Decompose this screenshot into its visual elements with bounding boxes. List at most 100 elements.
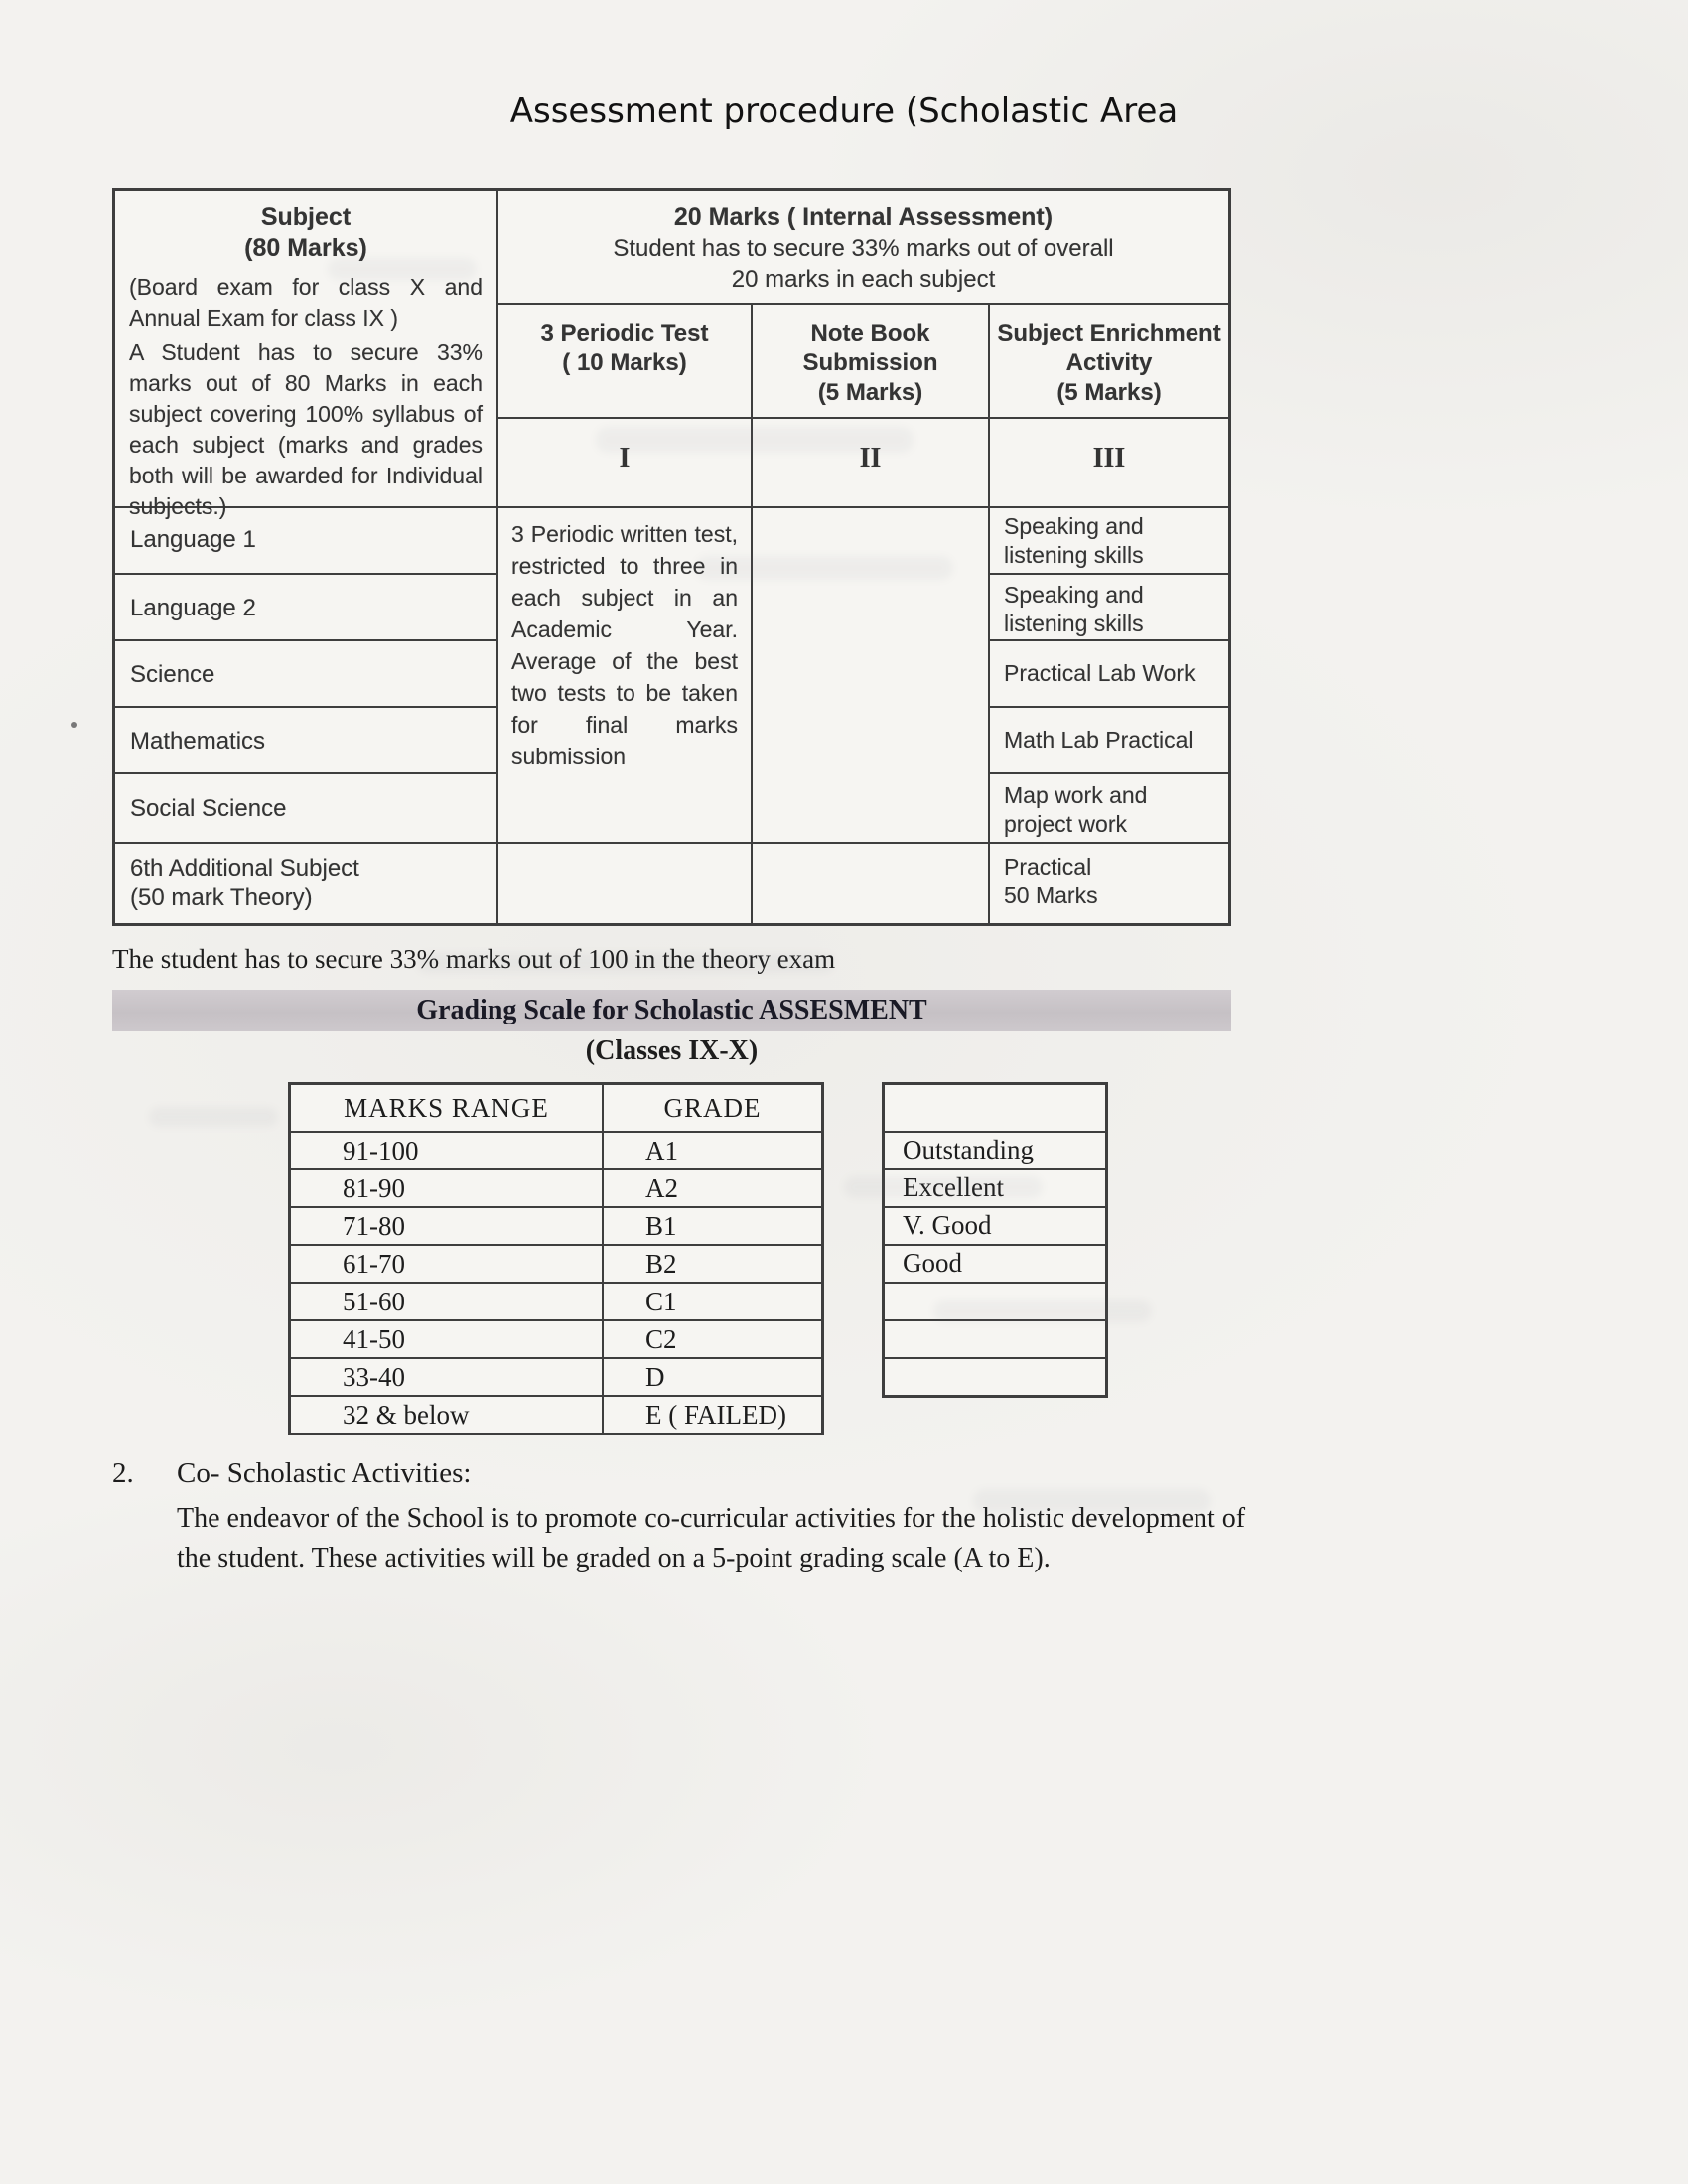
scan-artifact-dot <box>71 722 77 728</box>
remark-cell <box>885 1357 1105 1395</box>
remark-cell: Outstanding <box>885 1131 1105 1168</box>
enrichment-cell-additional: Practical 50 Marks <box>990 842 1228 923</box>
grade-value: B2 <box>645 1249 677 1279</box>
subject-label: Language 1 <box>130 526 256 553</box>
enrichment-line: Speaking and <box>1004 582 1144 608</box>
page-title: Assessment procedure (Scholastic Area <box>509 91 1179 131</box>
marks-range-value: 41-50 <box>291 1321 604 1357</box>
header-line: Submission <box>802 349 938 376</box>
remark-cell <box>885 1319 1105 1357</box>
subject-header-marks: (80 Marks) <box>244 234 367 262</box>
remark-cell <box>885 1282 1105 1319</box>
theory-exam-note: The student has to secure 33% marks out … <box>112 944 836 974</box>
grading-header-row: MARKS RANGE GRADE <box>291 1085 821 1131</box>
enrichment-line: Map work and <box>1004 782 1148 808</box>
header-line: ( 10 Marks) <box>562 349 687 376</box>
co-scholastic-heading: 2. Co- Scholastic Activities: <box>112 1457 471 1490</box>
subject-label: Social Science <box>130 795 287 822</box>
scan-smudge <box>695 556 953 580</box>
grade-value: B1 <box>645 1211 677 1241</box>
periodic-test-column: 3 Periodic written test, restricted to t… <box>498 508 753 923</box>
internal-header-line1: 20 Marks ( Internal Assessment) <box>673 204 1054 231</box>
enrichment-cell-mathematics: Math Lab Practical <box>990 706 1228 772</box>
internal-header-line3: 20 marks in each subject <box>731 266 996 293</box>
enrichment-line: Practical Lab Work <box>1004 660 1196 686</box>
grading-row: 61-70 B2 <box>291 1244 821 1282</box>
subject-cell-science: Science <box>115 639 496 706</box>
scan-smudge <box>933 1300 1152 1322</box>
marks-range-value: 32 & below <box>291 1397 604 1433</box>
section-title: Co- Scholastic Activities: <box>177 1457 472 1489</box>
header-line: 3 Periodic Test <box>540 320 709 346</box>
enrichment-line: listening skills <box>1004 542 1144 568</box>
scan-smudge <box>844 1176 1043 1198</box>
grade-value: E ( FAILED) <box>645 1400 786 1430</box>
internal-assessment-header: 20 Marks ( Internal Assessment) Student … <box>498 191 1228 305</box>
grading-row: 51-60 C1 <box>291 1282 821 1319</box>
marks-range-value: 81-90 <box>291 1170 604 1206</box>
subject-label: Mathematics <box>130 728 266 754</box>
assessment-table: Subject (80 Marks) (Board exam for class… <box>112 188 1231 926</box>
subject-header-title: Subject <box>260 204 352 231</box>
co-scholastic-body: The endeavor of the School is to promote… <box>177 1503 1246 1573</box>
enrichment-line: listening skills <box>1004 611 1144 636</box>
periodic-test-header: 3 Periodic Test ( 10 Marks) <box>498 305 753 417</box>
classes-subtitle: (Classes IX-X) <box>585 1035 759 1066</box>
grading-row: 71-80 B1 <box>291 1206 821 1244</box>
header-line: (5 Marks) <box>1056 379 1162 406</box>
subject-cell-mathematics: Mathematics <box>115 706 496 772</box>
header-line: Activity <box>1065 349 1153 376</box>
grading-scale-banner-title: Grading Scale for Scholastic ASSESMENT <box>416 995 927 1025</box>
subject-label-line2: (50 mark Theory) <box>130 885 313 911</box>
header-line: Note Book <box>810 320 930 346</box>
enrichment-cell-language2: Speaking and listening skills <box>990 573 1228 639</box>
scan-smudge <box>973 1489 1211 1513</box>
grading-row: 32 & below E ( FAILED) <box>291 1395 821 1433</box>
marks-range-value: 33-40 <box>291 1359 604 1395</box>
grading-scale-banner: Grading Scale for Scholastic ASSESMENT <box>112 990 1231 1031</box>
grade-remark-box: Outstanding Excellent V. Good Good <box>882 1082 1108 1398</box>
enrichment-cell-science: Practical Lab Work <box>990 639 1228 706</box>
remark-header-empty <box>885 1085 1105 1131</box>
scan-smudge <box>328 258 477 280</box>
subject-enrichment-header: Subject Enrichment Activity (5 Marks) <box>990 305 1228 417</box>
marks-range-value: 91-100 <box>291 1133 604 1168</box>
notebook-submission-header: Note Book Submission (5 Marks) <box>753 305 990 417</box>
subject-header-desc-line1: (Board exam for class X and Annual Exam … <box>129 274 483 331</box>
remark-cell: V. Good <box>885 1206 1105 1244</box>
subject-column: Subject (80 Marks) (Board exam for class… <box>115 191 498 923</box>
numeral-one: I <box>498 419 753 506</box>
enrichment-line: Math Lab Practical <box>1004 727 1194 752</box>
notebook-empty-cell <box>753 508 988 844</box>
subject-label: 6th Additional Subject <box>130 855 359 882</box>
scan-smudge <box>149 1107 278 1127</box>
grading-row: 81-90 A2 <box>291 1168 821 1206</box>
subject-label: Science <box>130 661 215 688</box>
numeral-three: III <box>1092 443 1126 474</box>
subject-header-desc-line2: A Student has to secure 33% marks out of… <box>129 340 483 519</box>
grade-value: C2 <box>645 1324 677 1354</box>
periodic-empty-cell <box>498 844 751 923</box>
subject-cell-language1: Language 1 <box>115 508 496 573</box>
subject-cell-language2: Language 2 <box>115 573 496 639</box>
notebook-column <box>753 508 990 923</box>
internal-header-line2: Student has to secure 33% marks out of o… <box>613 235 1114 262</box>
subject-cell-social-science: Social Science <box>115 772 496 842</box>
grade-header: GRADE <box>663 1093 762 1123</box>
header-line: Subject Enrichment <box>997 320 1221 346</box>
grading-row: 41-50 C2 <box>291 1319 821 1357</box>
marks-range-header: MARKS RANGE <box>291 1085 604 1131</box>
scan-smudge <box>596 427 914 453</box>
notebook-empty-cell-bottom <box>753 844 988 923</box>
section-number: 2. <box>112 1457 134 1489</box>
numeral-two: II <box>753 419 990 506</box>
grade-value: D <box>645 1362 665 1392</box>
subject-label: Language 2 <box>130 595 256 621</box>
scan-smudge <box>417 953 834 973</box>
grade-value: C1 <box>645 1287 677 1316</box>
subject-cell-additional-subject: 6th Additional Subject (50 mark Theory) <box>115 842 496 923</box>
grade-value: A2 <box>645 1173 678 1203</box>
grading-row: 33-40 D <box>291 1357 821 1395</box>
numeral-row: I II III <box>498 419 1228 508</box>
